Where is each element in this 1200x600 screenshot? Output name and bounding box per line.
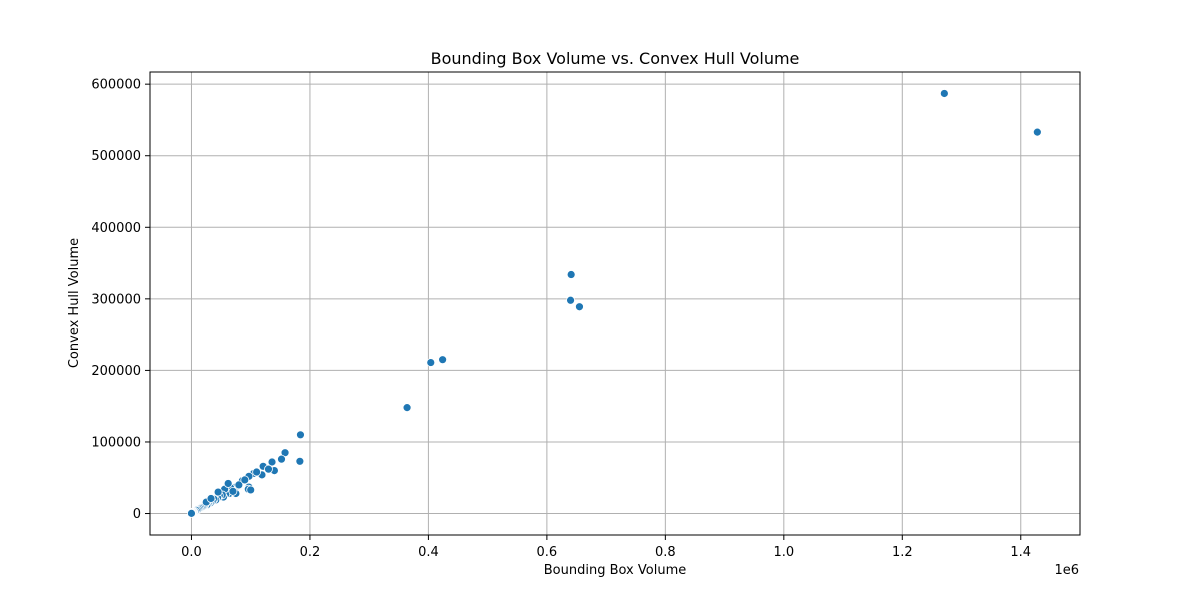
data-point — [267, 457, 277, 467]
y-tick-label: 100000 — [91, 435, 141, 450]
x-tick-label: 1.0 — [773, 545, 794, 560]
points-layer — [187, 89, 1042, 518]
data-point — [228, 486, 238, 496]
data-point — [566, 270, 576, 279]
x-axis-offset-text: 1e6 — [1054, 563, 1079, 578]
data-point — [223, 479, 233, 488]
data-point — [296, 430, 305, 440]
data-point — [295, 456, 305, 466]
y-tick-label: 600000 — [91, 78, 141, 93]
x-tick-label: 1.2 — [892, 545, 913, 560]
x-tick-label: 0.6 — [537, 545, 558, 560]
x-tick-label: 0.4 — [418, 545, 439, 560]
x-tick-label: 0.2 — [300, 545, 321, 560]
data-point — [240, 475, 250, 485]
x-tick-label: 0.8 — [655, 545, 676, 560]
chart-title: Bounding Box Volume vs. Convex Hull Volu… — [431, 49, 800, 68]
data-point — [402, 403, 412, 413]
data-point — [426, 358, 436, 367]
data-point — [438, 355, 448, 365]
data-point — [1032, 127, 1042, 137]
x-tick-label: 0.0 — [181, 545, 202, 560]
data-point — [575, 302, 584, 312]
grid-layer — [150, 72, 1080, 535]
data-point — [246, 485, 256, 495]
data-point — [252, 467, 262, 477]
axes-frame — [149, 71, 1081, 536]
y-tick-label: 200000 — [91, 364, 141, 379]
y-tick-label: 500000 — [91, 149, 141, 164]
data-point — [939, 89, 949, 98]
y-tick-label: 0 — [133, 507, 141, 522]
x-tick-label: 1.4 — [1010, 545, 1031, 560]
y-axis-label: Convex Hull Volume — [67, 238, 82, 368]
data-point — [277, 454, 286, 464]
data-point — [187, 508, 196, 518]
y-tick-label: 400000 — [91, 221, 141, 236]
data-point — [566, 295, 575, 305]
x-axis-label: Bounding Box Volume — [544, 563, 687, 578]
data-point — [206, 494, 216, 503]
data-point — [213, 487, 223, 497]
data-point — [264, 464, 273, 474]
data-point — [234, 480, 244, 490]
y-tick-label: 300000 — [91, 292, 141, 307]
ticks-layer: 0.0 0.2 0.4 0.6 0.8 1.0 1.2 1.4 0 100000 200000 300… — [91, 78, 1031, 560]
